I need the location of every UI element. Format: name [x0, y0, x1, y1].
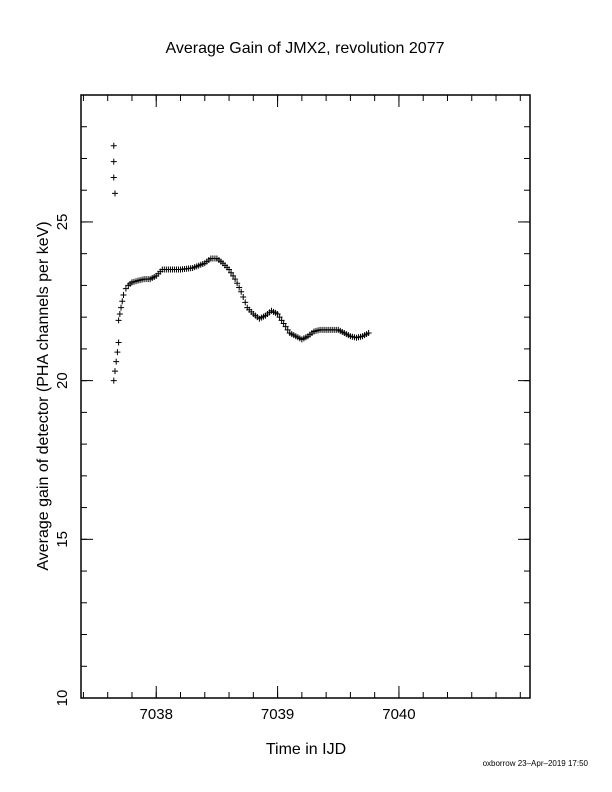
data-point [276, 314, 283, 321]
data-point [284, 326, 291, 333]
data-point [113, 358, 120, 365]
data-point [115, 317, 122, 324]
y-tick-label: 10 [54, 690, 71, 707]
data-point [282, 323, 289, 330]
data-point [240, 294, 247, 301]
tick-labels: 7038 7039 7040 10 15 20 25 [54, 214, 416, 723]
data-point [238, 288, 245, 295]
data-point [116, 310, 123, 317]
data-point [115, 339, 122, 346]
data-point [110, 158, 117, 165]
data-point [234, 280, 241, 287]
x-tick-label: 7039 [261, 706, 294, 723]
data-point [122, 285, 129, 292]
data-point [236, 284, 243, 291]
y-tick-label: 15 [54, 531, 71, 548]
chart-title: Average Gain of JMX2, revolution 2077 [166, 40, 445, 57]
data-point [242, 299, 249, 306]
data-point [111, 190, 118, 197]
data-point [232, 276, 239, 283]
x-axis-label: Time in IJD [266, 741, 346, 758]
y-tick-label: 20 [54, 372, 71, 389]
data-point [110, 174, 117, 181]
data-point [230, 272, 237, 279]
data-point [120, 291, 127, 298]
axis-ticks [81, 94, 530, 699]
footer-credit: oxborrow 23–Apr–2019 17:50 [482, 759, 588, 768]
data-points [110, 142, 372, 384]
y-axis-label: Average gain of detector (PHA channels p… [35, 221, 52, 570]
data-point [365, 330, 372, 337]
data-point [110, 377, 117, 384]
y-tick-label: 25 [54, 214, 71, 231]
data-point [119, 298, 126, 305]
x-tick-label: 7040 [382, 706, 415, 723]
plot-frame [80, 94, 531, 699]
data-point [111, 368, 118, 375]
data-point [114, 349, 121, 356]
data-point [118, 304, 125, 311]
data-point [278, 317, 285, 324]
data-point [110, 142, 117, 149]
data-point [226, 266, 233, 273]
data-point [274, 310, 281, 317]
x-tick-label: 7038 [140, 706, 173, 723]
data-point [280, 320, 287, 327]
data-point [228, 269, 235, 276]
